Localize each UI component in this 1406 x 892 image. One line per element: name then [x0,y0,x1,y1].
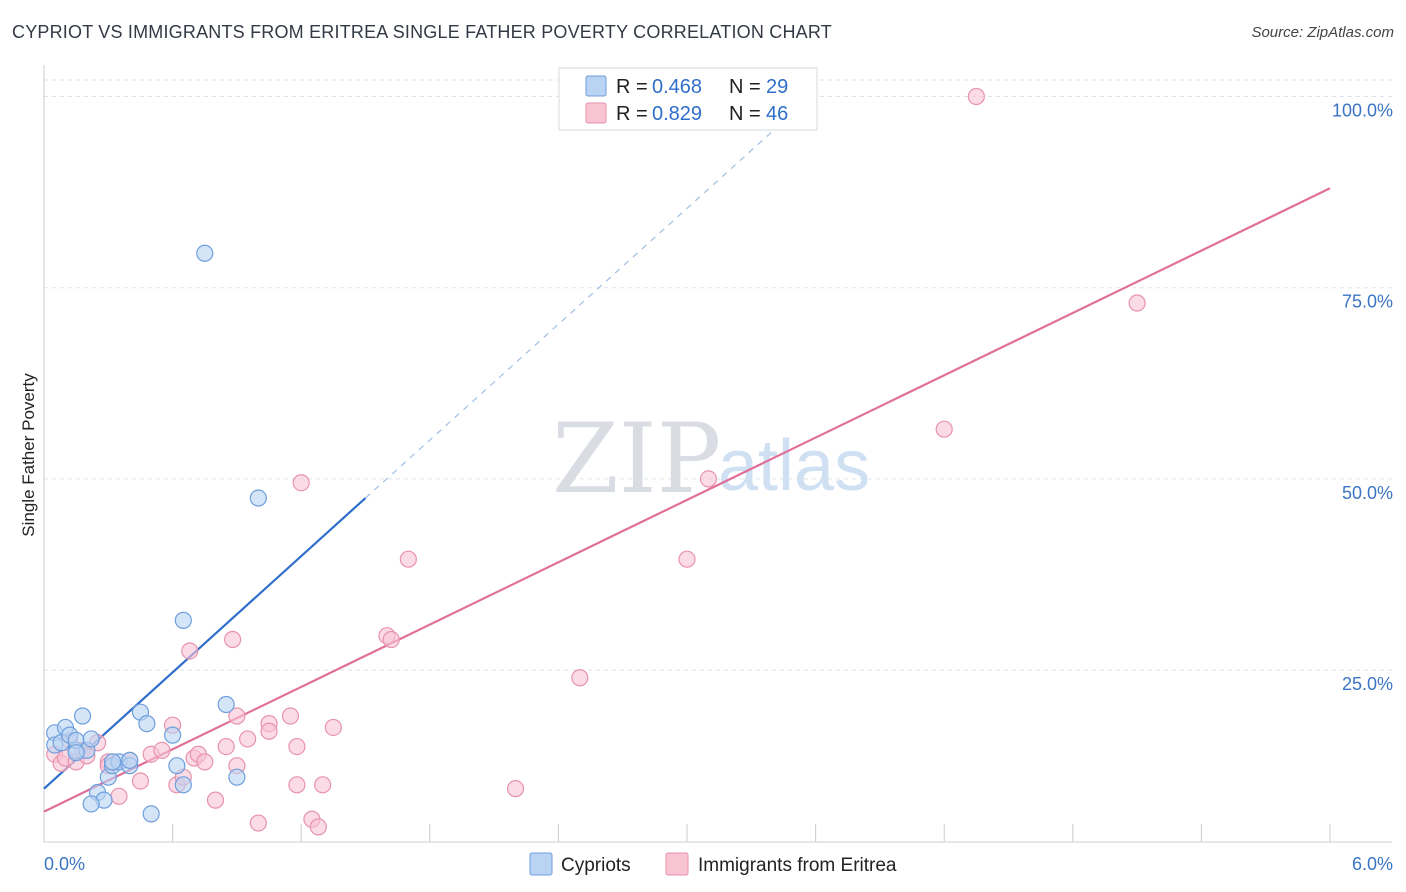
bottom-legend: Cypriots Immigrants from Eritrea [529,852,897,876]
y-axis-label: Single Father Poverty [19,373,38,537]
cypriot-point-28 [217,695,235,714]
source-label: Source: ZipAtlas.com [1251,24,1394,41]
bottom-legend-eritrea: Immigrants from Eritrea [698,855,897,876]
axes [43,65,1392,843]
cypriot-point-10 [67,744,85,762]
legend-r-label-2: R = [616,103,648,125]
eritrea-point-31 [281,707,300,725]
watermark: ZIP atlas [552,403,870,515]
eritrea-point-48 [1128,294,1146,312]
cypriot-point-14 [82,795,100,813]
legend-swatch-eritrea [585,102,607,124]
legend-n-label-1: N = [729,76,761,98]
eritrea-point-47 [967,87,985,106]
cypriot-point-7 [73,707,92,725]
cypriot-point-23 [168,757,186,775]
cypriot-point-26 [174,776,192,794]
eritrea-point-25 [228,707,246,725]
x-tick-min: 0.0% [44,854,85,874]
legend-r-value-1: 0.468 [652,76,702,98]
watermark-atlas: atlas [718,426,870,506]
eritrea-point-46 [935,420,953,438]
eritrea-point-18 [181,642,199,660]
legend-r-value-2: 0.829 [652,103,702,125]
cypriot-point-21 [138,715,156,733]
bottom-legend-cypriots: Cypriots [561,855,631,876]
eritrea-point-21 [196,753,214,771]
cypriot-point-29 [228,768,246,786]
cypriot-point-27 [196,244,214,262]
y-tick-75: 75.0% [1342,292,1393,312]
bottom-legend-swatch-eritrea [665,852,689,876]
eritrea-point-43 [571,669,589,687]
cypriot-points [46,244,267,823]
eritrea-point-14 [153,741,171,760]
eritrea-point-28 [249,814,267,832]
cypriot-point-18 [121,751,139,769]
y-tick-50: 50.0% [1342,483,1393,503]
eritrea-point-12 [131,772,150,790]
eritrea-point-27 [239,730,257,748]
cypriot-point-25 [174,611,192,629]
legend: R = 0.468 N = 29 R = 0.829 N = 46 [558,67,818,131]
eritrea-point-41 [399,550,417,568]
eritrea-point-37 [314,776,332,794]
eritrea-point-10 [110,787,128,805]
eritrea-point-33 [288,776,306,794]
eritrea-point-42 [506,780,525,798]
eritrea-point-24 [224,630,242,649]
cypriot-point-30 [249,489,267,507]
trend-line-pink [43,187,1331,813]
eritrea-point-38 [324,718,342,737]
grid-lines [44,79,1392,671]
legend-n-label-2: N = [729,103,761,125]
eritrea-point-30 [260,722,278,740]
eritrea-point-45 [699,470,718,488]
eritrea-point-36 [309,818,327,836]
y-tick-labels: 25.0% 50.0% 75.0% 100.0% [1332,101,1393,695]
eritrea-point-34 [292,474,310,492]
cypriot-point-9 [82,730,100,748]
eritrea-point-32 [288,737,306,756]
cypriot-point-19 [103,753,122,771]
x-tick-labels: 0.0% 6.0% [44,854,1393,874]
x-tick-max: 6.0% [1352,854,1393,874]
cypriot-point-24 [164,726,182,744]
bottom-legend-swatch-cypriots [529,852,553,876]
legend-r-label-1: R = [616,76,648,98]
y-tick-100: 100.0% [1332,101,1393,121]
y-tick-25: 25.0% [1342,674,1393,694]
trend-extension-blue [365,111,795,499]
chart-title: CYPRIOT VS IMMIGRANTS FROM ERITREA SINGL… [12,22,832,42]
eritrea-point-44 [678,550,696,568]
eritrea-point-23 [217,737,235,756]
eritrea-point-40 [382,630,400,649]
legend-swatch-cypriots [585,75,607,97]
legend-n-value-2: 46 [766,103,788,125]
legend-n-value-1: 29 [766,76,788,98]
cypriot-point-22 [142,805,160,823]
eritrea-point-22 [206,791,225,809]
watermark-zip: ZIP [552,403,721,515]
